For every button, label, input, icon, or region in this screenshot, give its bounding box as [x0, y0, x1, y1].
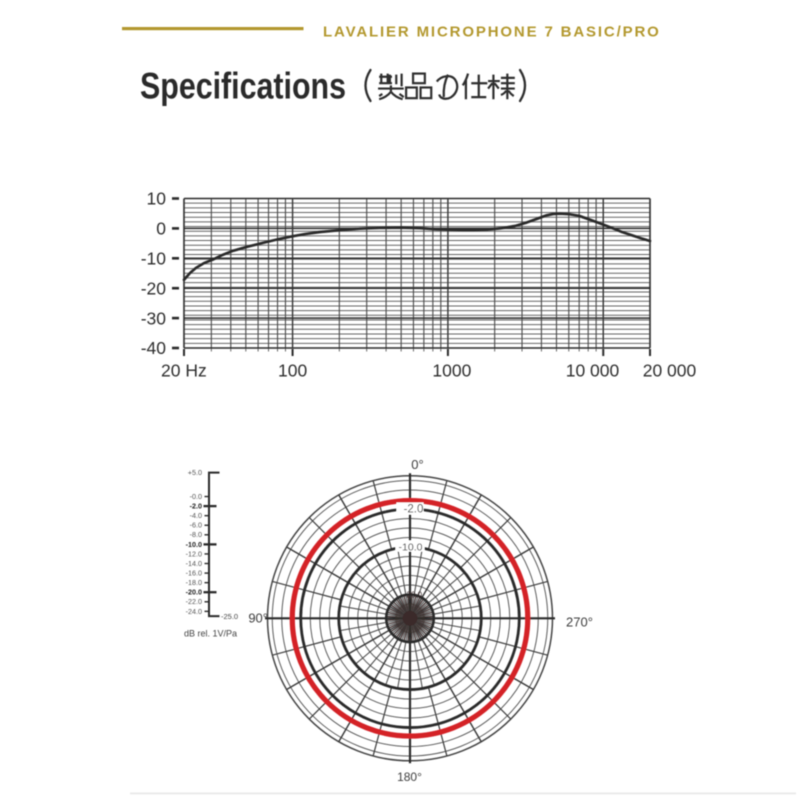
- svg-text:0°: 0°: [411, 457, 423, 472]
- svg-text:-10: -10: [141, 249, 167, 269]
- svg-text:+5.0: +5.0: [188, 468, 202, 477]
- svg-text:-20.0: -20.0: [186, 588, 202, 597]
- svg-text:-16.0: -16.0: [186, 569, 202, 578]
- svg-text:-2.0: -2.0: [190, 502, 202, 511]
- svg-text:-2.0: -2.0: [404, 504, 424, 516]
- svg-text:20 000: 20 000: [643, 361, 697, 381]
- svg-text:-10.0: -10.0: [399, 542, 423, 554]
- svg-text:10 000: 10 000: [566, 361, 620, 381]
- svg-text:10: 10: [147, 189, 167, 209]
- svg-text:-12.0: -12.0: [186, 549, 202, 558]
- svg-text:-24.0: -24.0: [186, 607, 202, 616]
- svg-text:1000: 1000: [432, 361, 471, 381]
- svg-text:-4.0: -4.0: [190, 511, 202, 520]
- svg-text:100: 100: [278, 361, 307, 381]
- svg-text:-22.0: -22.0: [186, 597, 202, 606]
- svg-text:Specifications: Specifications: [140, 66, 346, 107]
- svg-text:-0.0: -0.0: [190, 492, 202, 501]
- svg-text:20 Hz: 20 Hz: [161, 361, 207, 381]
- svg-text:-8.0: -8.0: [190, 530, 202, 539]
- svg-text:180°: 180°: [397, 770, 422, 784]
- svg-text:-20.0: -20.0: [404, 591, 423, 600]
- svg-text:90°: 90°: [248, 611, 268, 626]
- svg-text:-40: -40: [141, 338, 167, 358]
- svg-text:-18.0: -18.0: [186, 578, 202, 587]
- svg-text:-25.0: -25.0: [221, 612, 238, 621]
- svg-text:0: 0: [156, 219, 166, 239]
- svg-text:-20: -20: [141, 278, 167, 298]
- svg-text:-10.0: -10.0: [186, 540, 202, 549]
- svg-text:270°: 270°: [566, 615, 593, 630]
- svg-text:-6.0: -6.0: [190, 521, 202, 530]
- svg-text:LAVALIER MICROPHONE 7 BASIC/PR: LAVALIER MICROPHONE 7 BASIC/PRO: [323, 24, 661, 41]
- svg-text:-14.0: -14.0: [186, 559, 202, 568]
- svg-text:-30: -30: [141, 308, 167, 328]
- svg-text:dB rel. 1V/Pa: dB rel. 1V/Pa: [184, 629, 237, 639]
